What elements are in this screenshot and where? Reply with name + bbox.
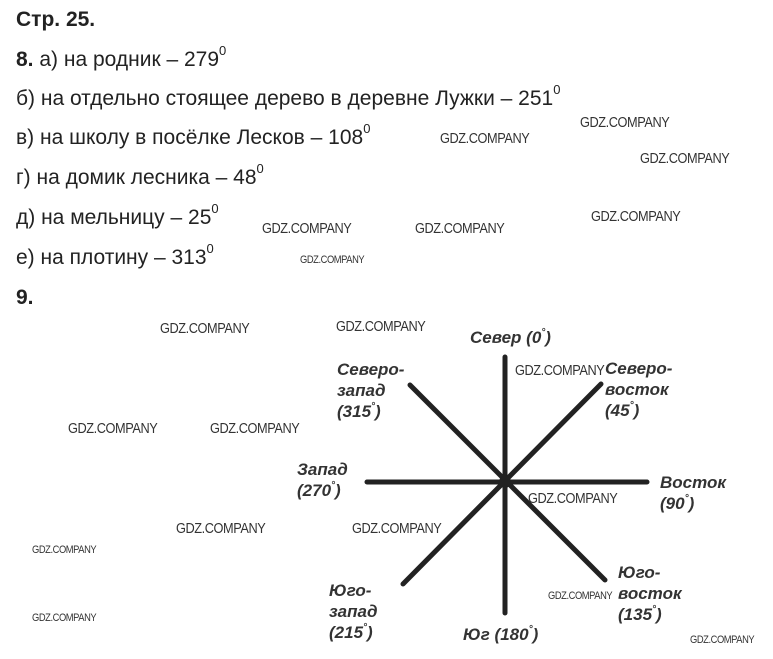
watermark: GDZ.COMPANY bbox=[32, 544, 97, 556]
task8-item: 8. а) на родник – 2790 bbox=[16, 43, 227, 71]
watermark: GDZ.COMPANY bbox=[68, 420, 158, 437]
task8-item: в) на школу в посёлке Лесков – 1080 bbox=[16, 121, 371, 149]
label-northeast: Северо-восток (45°) bbox=[605, 359, 673, 420]
task9-number: 9. bbox=[16, 286, 34, 309]
watermark: GDZ.COMPANY bbox=[160, 320, 250, 337]
label-east: Восток (90°) bbox=[660, 473, 727, 513]
watermark: GDZ.COMPANY bbox=[176, 520, 266, 537]
watermark: GDZ.COMPANY bbox=[32, 612, 97, 624]
watermark: GDZ.COMPANY bbox=[352, 520, 442, 537]
watermark: GDZ.COMPANY bbox=[515, 362, 605, 379]
label-north: Север (0°) bbox=[470, 327, 551, 348]
watermark: GDZ.COMPANY bbox=[262, 220, 352, 237]
page-header: Стр. 25. bbox=[16, 8, 96, 31]
watermark: GDZ.COMPANY bbox=[640, 150, 730, 167]
watermark: GDZ.COMPANY bbox=[440, 130, 530, 147]
watermark: GDZ.COMPANY bbox=[580, 114, 670, 131]
watermark: GDZ.COMPANY bbox=[210, 420, 300, 437]
compass-center bbox=[499, 476, 511, 488]
label-southwest: Юго-запад (215°) bbox=[329, 581, 378, 642]
watermark: GDZ.COMPANY bbox=[528, 490, 618, 507]
task8-item: б) на отдельно стоящее дерево в деревне … bbox=[16, 82, 561, 110]
watermark: GDZ.COMPANY bbox=[548, 590, 613, 602]
task8-item: г) на домик лесника – 480 bbox=[16, 161, 264, 189]
watermark: GDZ.COMPANY bbox=[690, 634, 755, 646]
task8-item: е) на плотину – 3130 bbox=[16, 241, 214, 269]
watermark: GDZ.COMPANY bbox=[336, 318, 426, 335]
label-southeast: Юго-восток (135°) bbox=[618, 563, 682, 624]
task8-item: д) на мельницу – 250 bbox=[16, 201, 219, 229]
label-northwest: Северо-запад (315°) bbox=[337, 360, 405, 421]
label-west: Запад (270°) bbox=[297, 460, 348, 500]
watermark: GDZ.COMPANY bbox=[591, 208, 681, 225]
watermark: GDZ.COMPANY bbox=[300, 254, 365, 266]
label-south: Юг (180°) bbox=[463, 624, 539, 645]
watermark: GDZ.COMPANY bbox=[415, 220, 505, 237]
